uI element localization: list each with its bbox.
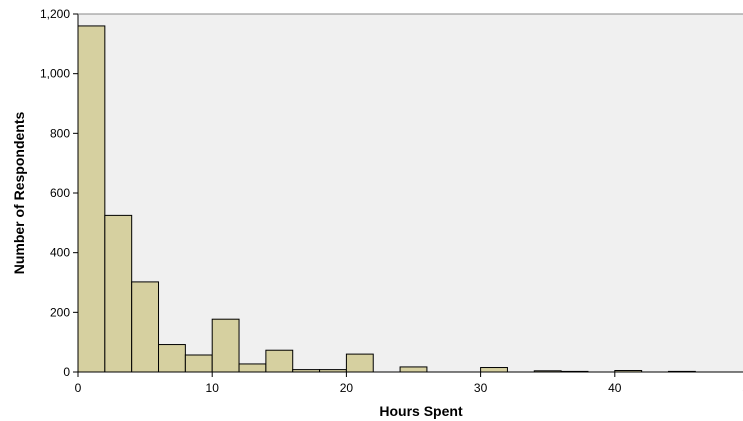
y-tick-label: 400 (50, 246, 70, 260)
plot-area (78, 14, 743, 372)
y-axis-title: Number of Respondents (11, 112, 27, 275)
y-tick-label: 200 (50, 305, 70, 319)
histogram-bar-10-12 (211, 318, 240, 373)
x-tick-label: 30 (474, 381, 488, 395)
histogram-bar-12-14 (238, 363, 267, 373)
bars-group (77, 25, 696, 373)
y-tick-label: 0 (63, 365, 70, 379)
histogram-bar-4-6 (131, 281, 160, 373)
y-tick-label: 1,200 (40, 7, 70, 21)
histogram-bar-0-2 (77, 25, 106, 373)
y-tick-label: 1,000 (40, 67, 70, 81)
histogram-bar-24-26 (399, 366, 428, 373)
histogram-bar-30-32 (480, 367, 508, 373)
x-tick-label: 10 (206, 381, 220, 395)
histogram-bar-20-22 (345, 353, 374, 373)
x-axis-ticks: 01020304050 (75, 372, 743, 395)
x-tick-label: 20 (340, 381, 354, 395)
x-axis-title: Hours Spent (379, 403, 463, 419)
histogram-bar-8-10 (184, 354, 213, 373)
x-tick-label: 40 (608, 381, 622, 395)
y-tick-label: 600 (50, 186, 70, 200)
y-tick-label: 800 (50, 126, 70, 140)
histogram-bar-14-16 (265, 349, 294, 373)
y-axis-ticks: 0 200 400 600 800 1,000 1,200 (40, 7, 78, 379)
histogram-bar-6-8 (158, 344, 186, 373)
x-tick-label: 0 (75, 381, 82, 395)
histogram-bar-2-4 (104, 214, 133, 373)
